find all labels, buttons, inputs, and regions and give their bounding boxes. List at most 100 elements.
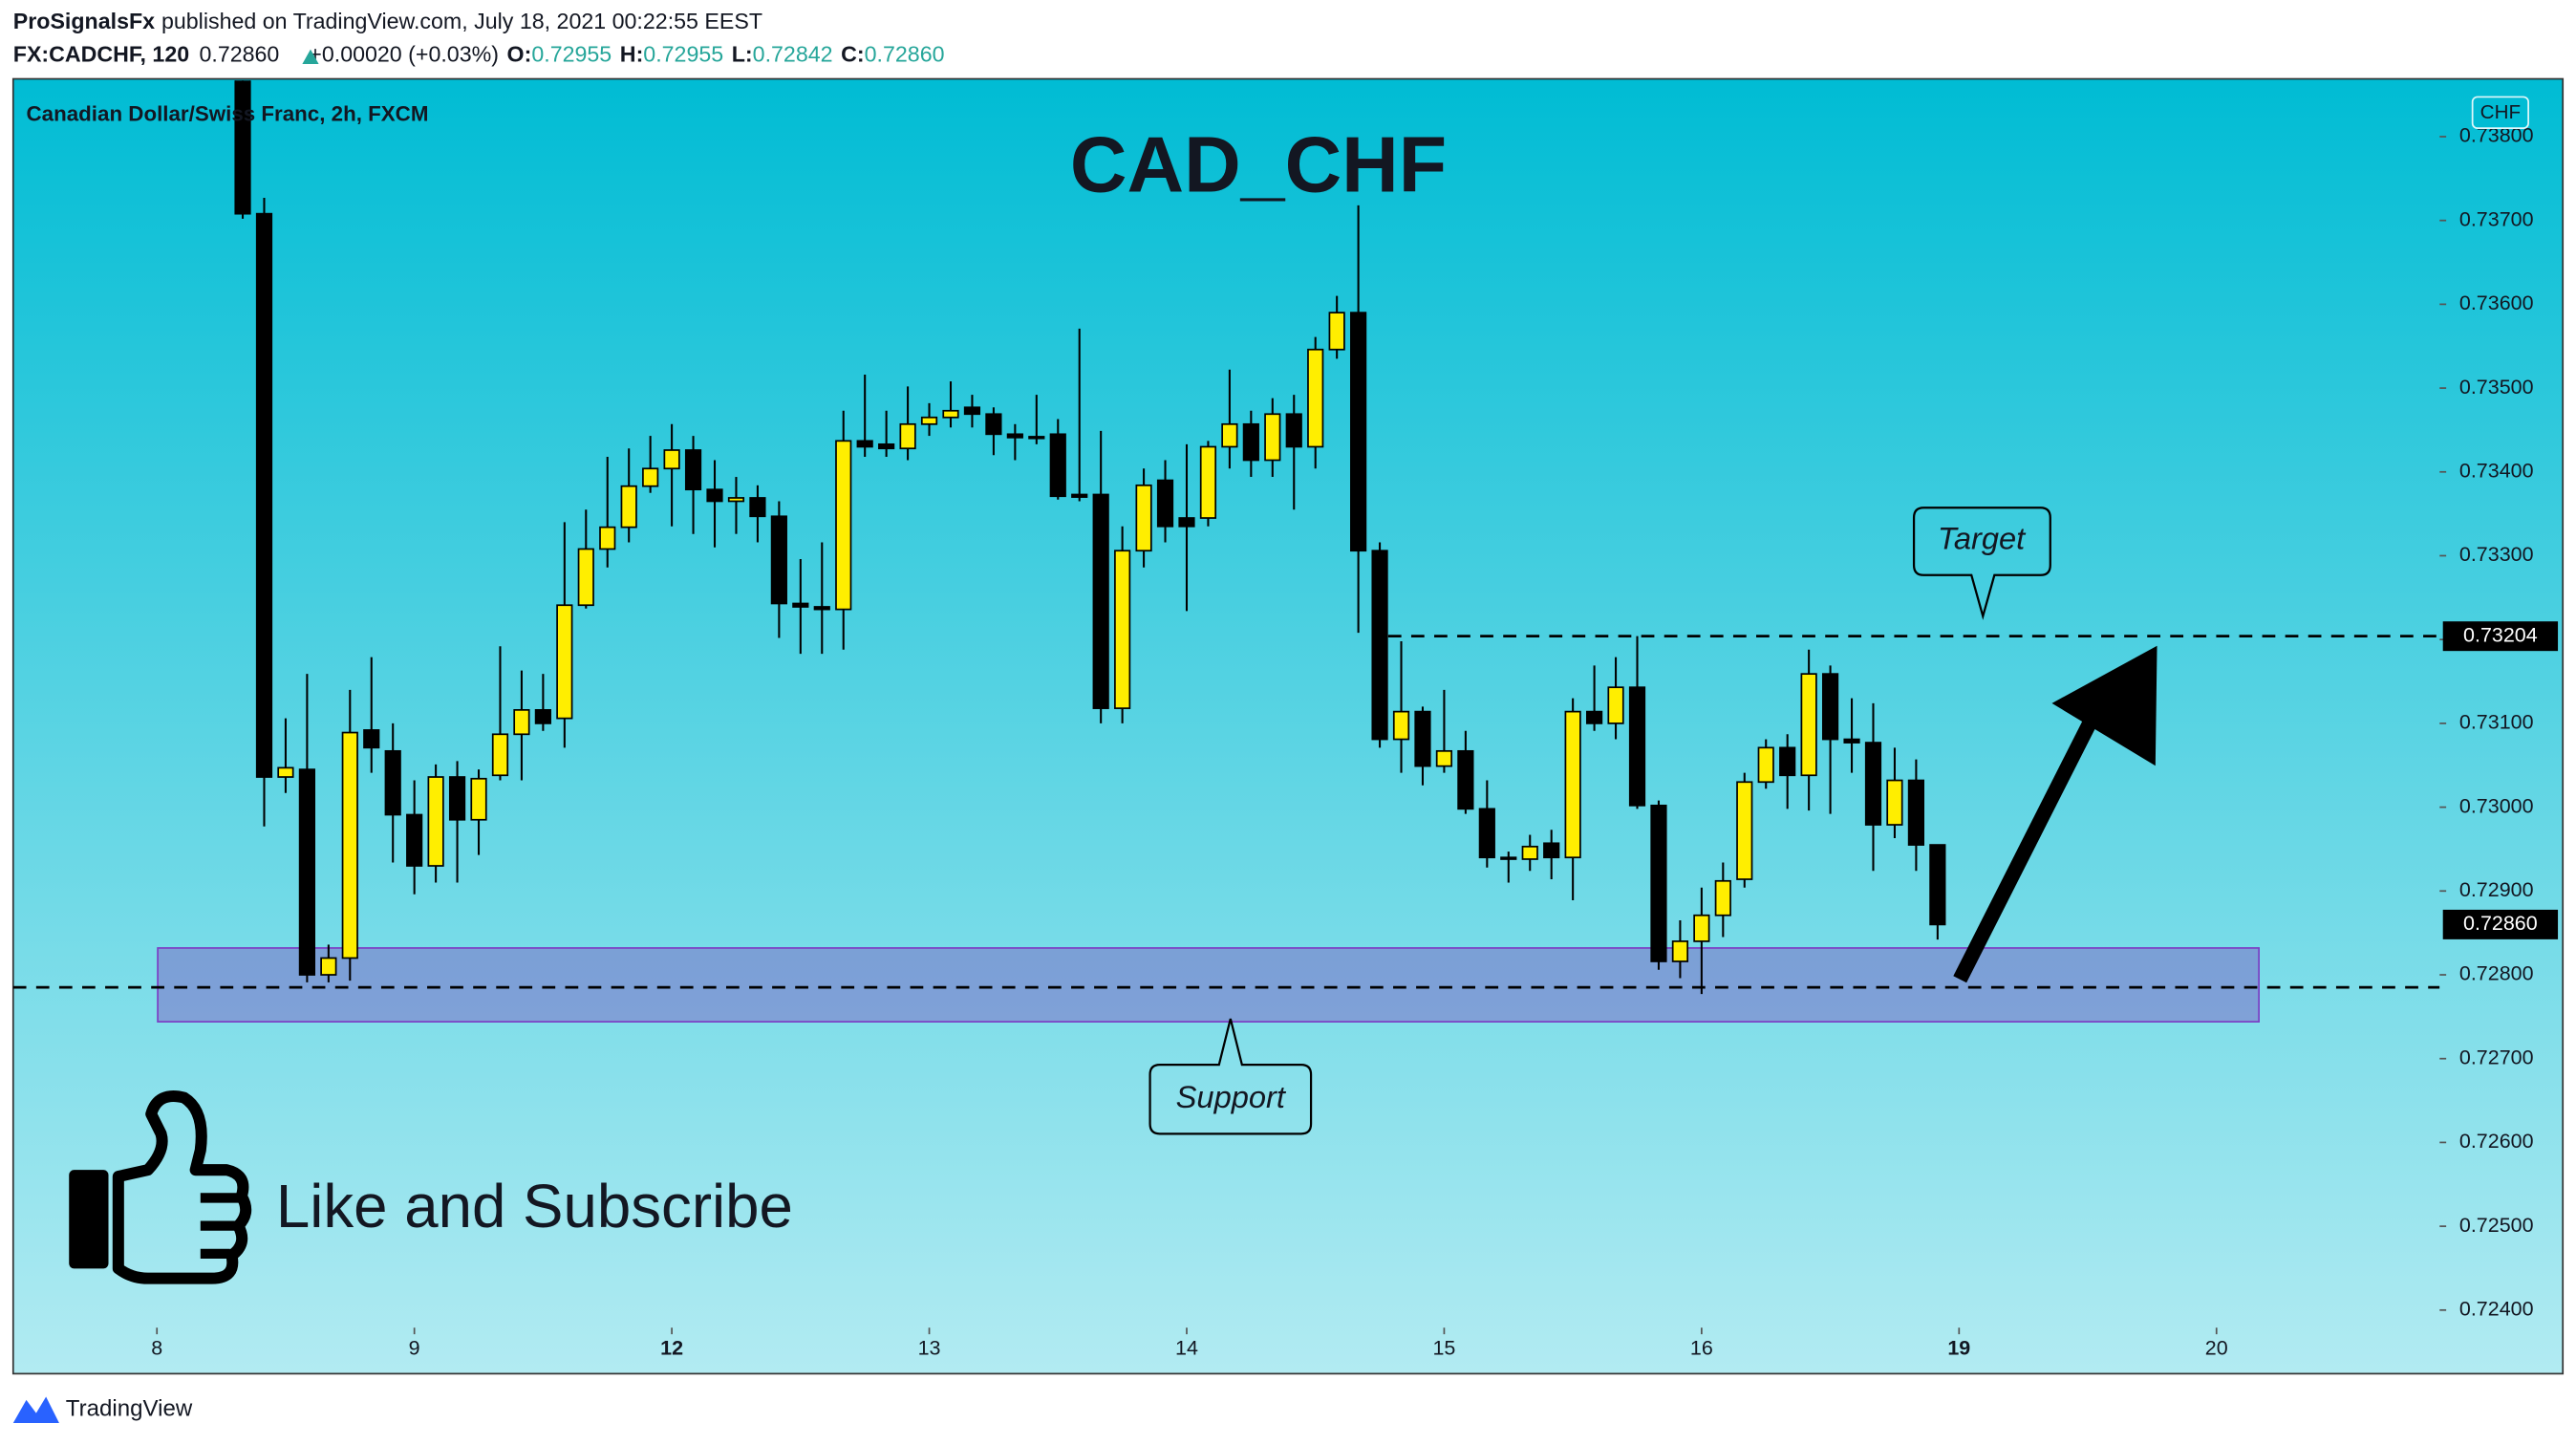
ohlc-value: 0.72955 xyxy=(531,42,612,67)
currency-box xyxy=(2471,96,2529,129)
candle-body xyxy=(1886,779,1903,826)
candle-body xyxy=(1843,738,1860,744)
candle-body xyxy=(1135,484,1152,552)
chart-title: CAD_CHF xyxy=(1070,121,1447,209)
overlay: 0.738000.737000.736000.735000.734000.733… xyxy=(151,124,2559,1359)
candle-body xyxy=(1757,746,1774,784)
target-callout xyxy=(1912,507,2051,620)
candle-body xyxy=(406,813,423,867)
x-tick-label: 19 xyxy=(1947,1336,1970,1359)
candle-body xyxy=(1457,749,1474,810)
candle-body xyxy=(234,80,251,215)
candle-body xyxy=(727,497,745,503)
candle-body xyxy=(448,776,466,821)
support-label: Support xyxy=(1176,1079,1287,1114)
candle-body xyxy=(1028,436,1045,440)
currency: CHF xyxy=(2480,101,2521,123)
candle-body xyxy=(427,776,444,867)
candle-body xyxy=(1586,710,1603,724)
candle-body xyxy=(1221,422,1238,448)
candle-body xyxy=(384,749,401,816)
candle-body xyxy=(599,526,616,550)
candle-body xyxy=(341,731,358,960)
price-label-box xyxy=(2442,621,2559,652)
candle-body xyxy=(920,416,938,425)
candle-body xyxy=(255,212,273,778)
candle-body xyxy=(1564,710,1581,859)
x-tick-label: 13 xyxy=(918,1336,941,1359)
brand: TradingView xyxy=(66,1396,193,1422)
candle-body xyxy=(1671,940,1689,962)
support-zone xyxy=(157,947,2260,1023)
x-tick-label: 9 xyxy=(409,1336,420,1359)
y-tick-label: 0.73600 xyxy=(2459,291,2534,314)
ohlc-key: L: xyxy=(732,42,753,67)
candle-body xyxy=(1156,479,1174,528)
candle-body xyxy=(1736,781,1753,880)
candle-body xyxy=(684,449,702,491)
candle-body xyxy=(856,440,873,448)
change: +0.00020 (+0.03%) xyxy=(309,42,499,67)
candle-body xyxy=(1114,550,1131,709)
candle-body xyxy=(792,602,809,608)
author: ProSignalsFx xyxy=(13,9,155,33)
published: published on TradingView.com, July 18, 2… xyxy=(161,9,762,33)
x-tick-label: 14 xyxy=(1175,1336,1198,1359)
candle-body xyxy=(1521,845,1538,860)
candle-body xyxy=(749,497,766,518)
candle-body xyxy=(878,442,895,450)
tv-logo xyxy=(12,1396,59,1423)
candle-body xyxy=(1500,856,1517,860)
candle-body xyxy=(534,709,551,724)
up-icon xyxy=(302,49,319,65)
candle-body xyxy=(1199,445,1217,519)
ohlc-key: O: xyxy=(507,42,532,67)
y-tick-label: 0.72800 xyxy=(2459,962,2534,985)
y-tick-label: 0.73500 xyxy=(2459,376,2534,399)
candle-body xyxy=(985,413,1002,436)
candle-body xyxy=(706,488,723,503)
x-tick-label: 15 xyxy=(1432,1336,1455,1359)
y-tick-label: 0.73300 xyxy=(2459,543,2534,566)
candle-body xyxy=(1307,348,1324,448)
candle-body xyxy=(963,406,981,416)
candle-body xyxy=(942,409,959,419)
y-tick-label: 0.72600 xyxy=(2459,1130,2534,1153)
publish-line: ProSignalsFx published on TradingView.com… xyxy=(13,9,762,33)
plot xyxy=(12,80,2440,1023)
price-label: 0.72860 xyxy=(2463,912,2538,935)
quote-line: FX:CADCHF, 120 0.72860 +0.00020 (+0.03%) O:… xyxy=(13,42,945,67)
candle-body xyxy=(1264,413,1281,462)
candle-body xyxy=(620,485,637,528)
x-tick-label: 8 xyxy=(151,1336,162,1359)
candle-body xyxy=(1800,673,1817,777)
candle-body xyxy=(1628,686,1646,807)
candle-body xyxy=(1607,686,1624,724)
candle-body xyxy=(663,449,680,470)
chart-subtitle: Canadian Dollar/Swiss Franc, 2h, FXCM xyxy=(27,101,429,125)
candle-body xyxy=(1907,779,1924,846)
candle-body xyxy=(1414,710,1431,767)
x-tick-label: 16 xyxy=(1690,1336,1713,1359)
candle-body xyxy=(1071,493,1088,498)
candle-body xyxy=(1543,842,1560,859)
thumb-hand xyxy=(112,1090,252,1284)
support-callout xyxy=(1148,1018,1313,1135)
thumb-cuff xyxy=(69,1170,109,1269)
candle-body xyxy=(813,606,830,611)
candle-body xyxy=(1779,746,1796,777)
y-tick-label: 0.72900 xyxy=(2459,878,2534,901)
y-tick-label: 0.72500 xyxy=(2459,1214,2534,1237)
candle-body xyxy=(1006,433,1023,439)
y-tick-label: 0.72700 xyxy=(2459,1046,2534,1068)
candle-body xyxy=(513,709,530,736)
candle-body xyxy=(277,766,294,778)
candle-body xyxy=(1328,312,1345,351)
ohlc-value: 0.72842 xyxy=(753,42,833,67)
candle-body xyxy=(1392,710,1410,741)
last: 0.72860 xyxy=(199,42,279,67)
candle-body xyxy=(1049,433,1066,498)
candle-body xyxy=(835,440,852,611)
